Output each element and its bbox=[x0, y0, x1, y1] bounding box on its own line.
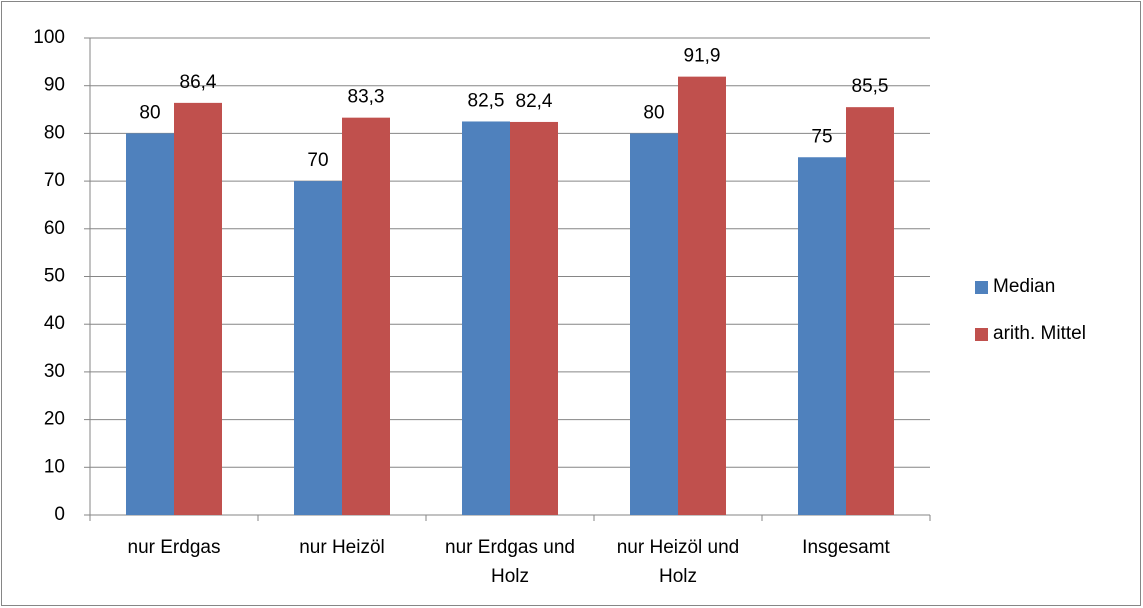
bar bbox=[510, 121, 558, 516]
bar bbox=[846, 107, 894, 515]
value-label: 80 bbox=[139, 102, 160, 123]
bar bbox=[462, 121, 510, 515]
y-tick-label: 50 bbox=[44, 266, 65, 287]
x-tick-label: nur Heizöl bbox=[299, 537, 385, 558]
value-label: 75 bbox=[811, 126, 832, 147]
value-label: 83,3 bbox=[348, 87, 385, 108]
y-tick-label: 30 bbox=[44, 361, 65, 382]
legend-swatch bbox=[975, 328, 988, 341]
x-tick-label: nur Heizöl und Holz bbox=[617, 537, 740, 587]
y-tick-label: 80 bbox=[44, 122, 65, 143]
value-label: 86,4 bbox=[180, 72, 217, 93]
value-label: 80 bbox=[643, 102, 664, 123]
legend-swatch bbox=[975, 281, 988, 294]
x-tick-label: nur Erdgas und Holz bbox=[445, 537, 575, 587]
y-tick-label: 90 bbox=[44, 75, 65, 96]
y-tick-label: 100 bbox=[33, 27, 65, 48]
y-tick-label: 10 bbox=[44, 456, 65, 477]
value-label: 82,5 bbox=[468, 90, 505, 111]
bar bbox=[342, 117, 390, 515]
legend-label: arith. Mittel bbox=[993, 323, 1086, 344]
value-label: 85,5 bbox=[852, 76, 889, 97]
y-tick-label: 70 bbox=[44, 170, 65, 191]
bar bbox=[294, 181, 342, 515]
value-label: 82,4 bbox=[516, 91, 553, 112]
value-label: 91,9 bbox=[684, 46, 721, 67]
bar bbox=[174, 102, 222, 515]
bar bbox=[126, 133, 174, 515]
y-tick-label: 0 bbox=[54, 504, 65, 525]
x-tick-label: Insgesamt bbox=[802, 537, 890, 558]
bar bbox=[798, 157, 846, 515]
bar bbox=[630, 133, 678, 515]
bar bbox=[678, 76, 726, 516]
y-tick-label: 20 bbox=[44, 409, 65, 430]
x-tick-label: nur Erdgas bbox=[128, 537, 221, 558]
legend-label: Median bbox=[993, 276, 1055, 297]
value-label: 70 bbox=[307, 150, 328, 171]
y-tick-label: 60 bbox=[44, 218, 65, 239]
y-tick-label: 40 bbox=[44, 313, 65, 334]
